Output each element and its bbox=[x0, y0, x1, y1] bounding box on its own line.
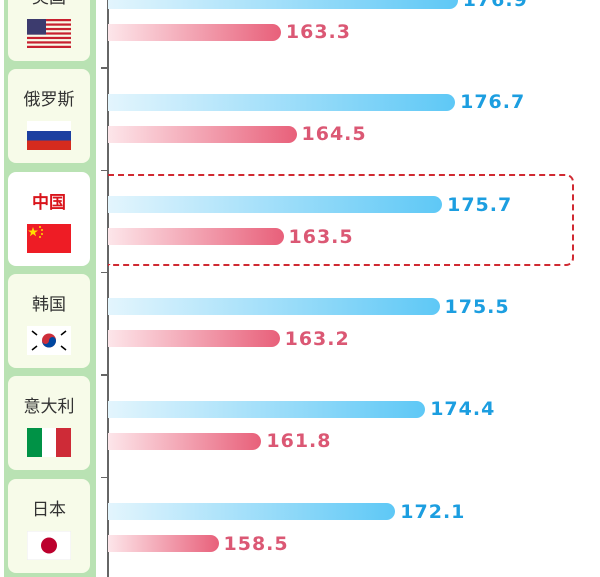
bar-series-0 bbox=[108, 400, 426, 418]
data-label: 163.3 bbox=[285, 21, 351, 43]
bar-series-0 bbox=[108, 503, 396, 520]
country-card: 俄罗斯 bbox=[8, 69, 90, 164]
korea-flag-icon bbox=[27, 325, 71, 355]
data-label: 175.5 bbox=[444, 295, 510, 318]
data-label: 174.4 bbox=[430, 398, 496, 421]
country-card: 日本 bbox=[8, 478, 90, 573]
data-label: 172.1 bbox=[400, 500, 466, 523]
bar-series-1 bbox=[108, 125, 297, 143]
data-label: 163.5 bbox=[288, 225, 354, 248]
bar-series-1 bbox=[108, 330, 280, 348]
country-name: 意大利 bbox=[23, 397, 75, 418]
axis-tick bbox=[101, 374, 108, 376]
italy-flag-icon bbox=[27, 428, 71, 458]
country-card: 美国 bbox=[8, 0, 90, 61]
data-label: 175.7 bbox=[447, 193, 513, 216]
country-card: 韩国 bbox=[8, 273, 90, 368]
bar-series-1 bbox=[108, 23, 281, 41]
axis-tick bbox=[101, 476, 108, 478]
y-axis-line bbox=[107, 0, 109, 577]
data-label: 164.5 bbox=[301, 123, 367, 146]
highlight-box bbox=[108, 174, 574, 266]
data-label: 163.2 bbox=[284, 327, 350, 350]
china-flag-icon bbox=[27, 223, 71, 253]
bar-series-1 bbox=[108, 535, 219, 552]
bar-series-0 bbox=[108, 196, 443, 214]
data-label: 176.7 bbox=[460, 91, 526, 114]
bar-series-0 bbox=[108, 298, 440, 316]
bar-series-1 bbox=[108, 432, 262, 450]
russia-flag-icon bbox=[27, 121, 71, 151]
bar-series-0 bbox=[108, 0, 458, 9]
country-name: 韩国 bbox=[32, 294, 66, 315]
country-name: 美国 bbox=[8, 0, 90, 8]
axis-tick bbox=[101, 169, 108, 172]
data-label: 158.5 bbox=[223, 532, 289, 555]
bar-series-1 bbox=[108, 228, 284, 246]
country-name: 中国 bbox=[32, 192, 66, 213]
axis-tick bbox=[101, 271, 108, 274]
japan-flag-icon bbox=[26, 530, 72, 560]
us-flag-icon bbox=[27, 19, 71, 48]
data-label: 161.8 bbox=[266, 430, 332, 453]
bar-series-0 bbox=[108, 93, 456, 111]
country-name: 俄罗斯 bbox=[23, 90, 75, 111]
axis-tick bbox=[101, 67, 108, 69]
country-name: 日本 bbox=[32, 499, 66, 520]
country-card: 意大利 bbox=[8, 376, 90, 471]
country-card: 中国 bbox=[8, 171, 90, 266]
data-label: 176.9 bbox=[462, 0, 528, 11]
